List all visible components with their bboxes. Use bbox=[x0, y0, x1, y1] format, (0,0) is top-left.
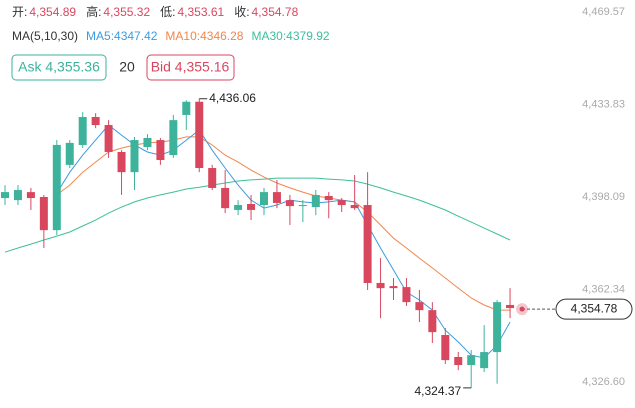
header-label: 收: bbox=[234, 5, 249, 19]
header-value: 4,354.89 bbox=[29, 5, 76, 19]
candle-body bbox=[1, 192, 9, 199]
ma-label: MA5:4347.42 bbox=[86, 29, 158, 43]
candle-body bbox=[221, 187, 230, 209]
candle-body bbox=[298, 205, 307, 207]
candle-body bbox=[260, 192, 268, 206]
ma-label: MA30:4379.92 bbox=[251, 29, 329, 43]
candle-body bbox=[337, 200, 346, 206]
candle-body bbox=[428, 310, 437, 333]
header-label: 高: bbox=[86, 4, 101, 19]
ma-label: MA10:4346.28 bbox=[165, 29, 243, 43]
header-value: 4,353.61 bbox=[177, 5, 224, 19]
candle-body bbox=[52, 144, 61, 231]
candle-body bbox=[376, 282, 385, 289]
depth-text: 20 bbox=[119, 59, 135, 75]
ma-line bbox=[4, 177, 511, 253]
candle-body bbox=[208, 168, 217, 188]
candle-body bbox=[13, 190, 22, 201]
candle-body bbox=[130, 140, 139, 173]
candle-body bbox=[441, 334, 450, 361]
candle-body bbox=[143, 137, 152, 148]
candle-body bbox=[454, 357, 463, 366]
header-label: 低: bbox=[160, 5, 175, 19]
candle-body bbox=[104, 125, 113, 152]
candle-body bbox=[506, 304, 515, 309]
candle-body bbox=[247, 204, 256, 210]
candle-body bbox=[117, 151, 126, 173]
candle-body bbox=[363, 205, 372, 283]
candle-body bbox=[285, 200, 294, 207]
candle-body bbox=[156, 140, 165, 160]
candle-body bbox=[169, 120, 178, 156]
candle-body bbox=[195, 101, 204, 169]
ask-text: Ask 4,355.36 bbox=[18, 59, 100, 75]
y-tick-label: 4,362.34 bbox=[582, 283, 625, 295]
candle-body bbox=[65, 142, 74, 165]
bid-text: Bid 4,355.16 bbox=[151, 59, 230, 75]
candle-body bbox=[389, 286, 398, 289]
candle-body bbox=[182, 101, 191, 115]
candle-body bbox=[402, 287, 411, 303]
candle-body bbox=[78, 117, 87, 145]
candle-body bbox=[311, 194, 320, 208]
candle-body bbox=[26, 192, 35, 199]
header-value: 4,355.32 bbox=[103, 5, 150, 19]
candle-body bbox=[415, 302, 424, 311]
header-value: 4,354.78 bbox=[252, 5, 299, 19]
annotation-label: 4,324.37 bbox=[414, 384, 461, 398]
last-price-dot bbox=[519, 306, 525, 312]
candle-body bbox=[272, 192, 281, 203]
candle-body bbox=[91, 117, 100, 126]
last-price-label: 4,354.78 bbox=[571, 301, 618, 315]
y-tick-label: 4,398.09 bbox=[582, 191, 625, 203]
candle-body bbox=[493, 302, 502, 353]
y-tick-label: 4,469.57 bbox=[582, 6, 625, 18]
candle-body bbox=[480, 352, 489, 369]
bid-button[interactable] bbox=[146, 54, 235, 81]
ask-button[interactable] bbox=[11, 54, 107, 81]
y-tick-label: 4,433.83 bbox=[582, 98, 625, 110]
candle-body bbox=[467, 355, 476, 366]
candle-body bbox=[324, 195, 333, 201]
candle-body bbox=[350, 205, 359, 209]
y-tick-label: 4,326.60 bbox=[582, 376, 625, 388]
candle-body bbox=[234, 205, 243, 210]
ma-label: MA(5,10,30) bbox=[12, 29, 78, 43]
annotation-label: 4,436.06 bbox=[209, 91, 256, 105]
candle-body bbox=[39, 197, 48, 231]
header-label: 开: bbox=[12, 5, 27, 19]
last-price-box bbox=[555, 298, 633, 320]
